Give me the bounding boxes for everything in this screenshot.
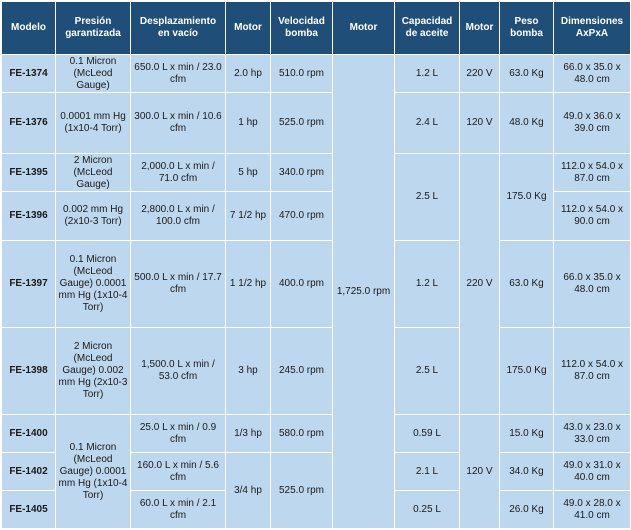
peso-cell: 26.0 Kg	[499, 490, 554, 529]
peso-cell: 175.0 Kg	[499, 153, 554, 241]
model-cell: FE-1405	[1, 490, 56, 529]
table-row: FE-1402 160.0 L x min / 5.6 cfm 3/4 hp 5…	[1, 452, 631, 529]
velocidad-cell: 580.0 rpm	[270, 414, 333, 453]
header-motor-voltaje: Motor	[459, 1, 500, 55]
voltaje-cell: 120 V	[459, 414, 500, 529]
header-dimensiones: Dimensiones AxPxA	[553, 1, 631, 55]
presion-cell: 0.1 Micron (McLeod Gauge)	[55, 54, 131, 93]
model-cell: FE-1397	[1, 240, 56, 328]
aceite-cell: 1.2 L	[394, 54, 460, 93]
table-row: FE-1396 0.002 mm Hg (2x10-3 Torr) 2,800.…	[1, 191, 631, 241]
velocidad-cell: 525.0 rpm	[270, 452, 333, 529]
aceite-cell: 0.25 L	[394, 490, 460, 529]
table-row: FE-1400 0.1 Micron (McLeod Gauge) 0.0001…	[1, 414, 631, 529]
peso-cell: 175.0 Kg	[499, 327, 554, 415]
dimensiones-cell: 112.0 x 54.0 x 90.0 cm	[553, 191, 631, 241]
peso-cell: 48.0 Kg	[499, 92, 554, 154]
voltaje-cell: 220 V	[459, 153, 500, 415]
voltaje-cell: 120 V	[459, 92, 500, 154]
model-cell: FE-1395	[1, 153, 56, 192]
header-aceite: Capacidad de aceite	[394, 1, 460, 55]
desplazamiento-cell: 500.0 L x min / 17.7 cfm	[130, 240, 226, 328]
presion-cell: 2 Micron (McLeod Gauge)	[55, 153, 131, 192]
table-row: FE-1395 2 Micron (McLeod Gauge) 2,000.0 …	[1, 153, 631, 415]
model-cell: FE-1374	[1, 54, 56, 93]
model-cell: FE-1398	[1, 327, 56, 415]
model-cell: FE-1400	[1, 414, 56, 453]
velocidad-cell: 510.0 rpm	[270, 54, 333, 93]
motor-hp-cell: 3 hp	[225, 327, 271, 415]
presion-cell: 2 Micron (McLeod Gauge) 0.002 mm Hg (2x1…	[55, 327, 131, 415]
velocidad-cell: 245.0 rpm	[270, 327, 333, 415]
presion-cell: 0.002 mm Hg (2x10-3 Torr)	[55, 191, 131, 241]
dimensiones-cell: 112.0 x 54.0 x 87.0 cm	[553, 153, 631, 192]
voltaje-cell: 220 V	[459, 54, 500, 93]
table-row: FE-1405 60.0 L x min / 2.1 cfm 0.25 L 26…	[1, 490, 631, 529]
aceite-cell: 2.5 L	[394, 153, 460, 241]
table-row: FE-1376 0.0001 mm Hg (1x10-4 Torr) 300.0…	[1, 92, 631, 154]
dimensiones-cell: 66.0 x 35.0 x 48.0 cm	[553, 54, 631, 93]
motor-hp-cell: 7 1/2 hp	[225, 191, 271, 241]
velocidad-cell: 340.0 rpm	[270, 153, 333, 192]
motor-hp-cell: 5 hp	[225, 153, 271, 192]
desplazamiento-cell: 300.0 L x min / 10.6 cfm	[130, 92, 226, 154]
presion-cell: 0.0001 mm Hg (1x10-4 Torr)	[55, 92, 131, 154]
header-modelo: Modelo	[1, 1, 56, 55]
header-velocidad: Velocidad bomba	[270, 1, 333, 55]
presion-cell: 0.1 Micron (McLeod Gauge) 0.0001 mm Hg (…	[55, 414, 131, 529]
peso-cell: 34.0 Kg	[499, 452, 554, 491]
aceite-cell: 2.1 L	[394, 452, 460, 491]
dimensiones-cell: 49.0 x 31.0 x 40.0 cm	[553, 452, 631, 491]
peso-cell: 63.0 Kg	[499, 240, 554, 328]
desplazamiento-cell: 60.0 L x min / 2.1 cfm	[130, 490, 226, 529]
motor-hp-cell: 1 hp	[225, 92, 271, 154]
desplazamiento-cell: 650.0 L x min / 23.0 cfm	[130, 54, 226, 93]
header-desplazamiento: Desplazamiento en vacío	[130, 1, 226, 55]
motor-hp-cell: 3/4 hp	[225, 452, 271, 529]
header-motor-rpm: Motor	[332, 1, 395, 55]
dimensiones-cell: 49.0 x 36.0 x 39.0 cm	[553, 92, 631, 154]
motor-hp-cell: 1/3 hp	[225, 414, 271, 453]
peso-cell: 15.0 Kg	[499, 414, 554, 453]
motor-hp-cell: 1 1/2 hp	[225, 240, 271, 328]
peso-cell: 63.0 Kg	[499, 54, 554, 93]
dimensiones-cell: 112.0 x 54.0 x 87.0 cm	[553, 327, 631, 415]
desplazamiento-cell: 2,800.0 L x min / 100.0 cfm	[130, 191, 226, 241]
header-motor-hp: Motor	[225, 1, 271, 55]
dimensiones-cell: 43.0 x 23.0 x 33.0 cm	[553, 414, 631, 453]
aceite-cell: 0.59 L	[394, 414, 460, 453]
aceite-cell: 1.2 L	[394, 240, 460, 328]
velocidad-cell: 525.0 rpm	[270, 92, 333, 154]
desplazamiento-cell: 1,500.0 L x min / 53.0 cfm	[130, 327, 226, 415]
table-row: FE-1374 0.1 Micron (McLeod Gauge) 650.0 …	[1, 54, 631, 529]
aceite-cell: 2.4 L	[394, 92, 460, 154]
header-peso: Peso bomba	[499, 1, 554, 55]
desplazamiento-cell: 2,000.0 L x min / 71.0 cfm	[130, 153, 226, 192]
model-cell: FE-1396	[1, 191, 56, 241]
presion-cell: 0.1 Micron (McLeod Gauge) 0.0001 mm Hg (…	[55, 240, 131, 328]
model-cell: FE-1376	[1, 92, 56, 154]
motor-rpm-cell: 1,725.0 rpm	[332, 54, 395, 529]
header-row: Modelo Presión garantizada Desplazamient…	[1, 1, 631, 55]
aceite-cell: 2.5 L	[394, 327, 460, 415]
desplazamiento-cell: 25.0 L x min / 0.9 cfm	[130, 414, 226, 453]
motor-hp-cell: 2.0 hp	[225, 54, 271, 93]
table-row: FE-1398 2 Micron (McLeod Gauge) 0.002 mm…	[1, 327, 631, 415]
velocidad-cell: 400.0 rpm	[270, 240, 333, 328]
desplazamiento-cell: 160.0 L x min / 5.6 cfm	[130, 452, 226, 491]
table-row: FE-1397 0.1 Micron (McLeod Gauge) 0.0001…	[1, 240, 631, 328]
dimensiones-cell: 49.0 x 28.0 x 41.0 cm	[553, 490, 631, 529]
dimensiones-cell: 66.0 x 35.0 x 48.0 cm	[553, 240, 631, 328]
velocidad-cell: 470.0 rpm	[270, 191, 333, 241]
model-cell: FE-1402	[1, 452, 56, 491]
header-presion: Presión garantizada	[55, 1, 131, 55]
